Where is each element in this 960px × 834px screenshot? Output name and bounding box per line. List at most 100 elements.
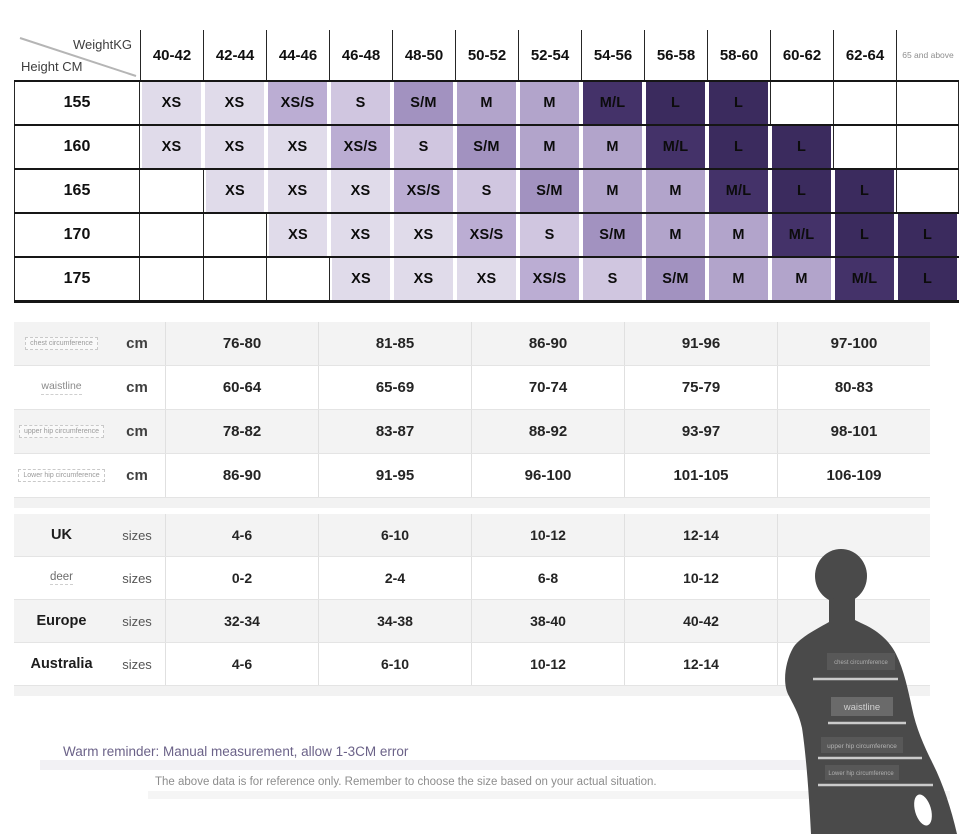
weight-header-cell: 54-56 — [581, 30, 644, 80]
size-cell: XS — [203, 170, 266, 212]
size-cell-value: S/M — [583, 214, 642, 256]
size-cell: M — [644, 170, 707, 212]
waist-label: waistline — [843, 702, 880, 713]
size-cell-value: XS/S — [394, 170, 453, 212]
region-label-text: Europe — [36, 613, 87, 629]
conversion-value — [777, 557, 930, 599]
size-matrix-body: 155 XS XS XS/S S S/M M M M/L L L 160 XS XS XS XS/S S S/M M… — [14, 82, 959, 303]
measurement-row: Lower hip circumference cm 86-90 91-95 96-10… — [14, 454, 930, 498]
matrix-row: 170 XS XS XS XS/S S S/M M M M/L L L — [14, 214, 959, 258]
region-label: UK — [14, 514, 109, 556]
measurement-label: waistline — [14, 366, 109, 409]
size-cell-value: L — [898, 214, 957, 256]
size-cell-value: M/L — [835, 258, 894, 300]
measurement-label: Lower hip circumference — [14, 454, 109, 497]
height-header-cell: 165 — [14, 170, 140, 212]
matrix-row: 165 XS XS XS XS/S S S/M M M M/L L L — [14, 170, 959, 214]
unit-label: cm — [126, 335, 148, 352]
measurement-value: 86-90 — [471, 322, 624, 365]
size-cell-value: XS — [205, 126, 264, 168]
matrix-corner-cell: WeightKG Height CM — [14, 30, 140, 80]
measurement-value: 70-74 — [471, 366, 624, 409]
matrix-header-row: WeightKG Height CM 40-42 42-44 44-46 46-48 4… — [14, 30, 959, 82]
size-cell-value: XS — [142, 82, 201, 124]
size-cell-value: S/M — [646, 258, 705, 300]
size-cell: M/L — [770, 214, 833, 256]
upper-hip-label: upper hip circumference — [827, 743, 897, 750]
size-cell — [896, 126, 959, 168]
size-cell: XS — [203, 126, 266, 168]
size-cell-value: M/L — [772, 214, 831, 256]
size-cell-value: M — [709, 258, 768, 300]
size-cell: XS/S — [392, 170, 455, 212]
size-cell-value: L — [835, 214, 894, 256]
size-cell: M — [581, 126, 644, 168]
size-cell: XS — [266, 170, 329, 212]
size-cell-value: L — [898, 258, 957, 300]
size-cell — [140, 258, 203, 300]
conversion-value: 12-14 — [624, 643, 777, 685]
size-cell: L — [896, 214, 959, 256]
size-cell-value: M — [520, 126, 579, 168]
size-cell: M/L — [707, 170, 770, 212]
disclaimer-text: The above data is for reference only. Re… — [155, 776, 657, 788]
weight-header-cell: 65 and above — [896, 30, 959, 80]
conversion-value: 40-42 — [624, 600, 777, 642]
upper-hip-label-box — [821, 737, 903, 753]
height-header-cell: 155 — [14, 82, 140, 124]
size-cell-value: S/M — [520, 170, 579, 212]
conversion-row: deer sizes 0-2 2-4 6-8 10-12 — [14, 557, 930, 600]
size-cell: L — [707, 126, 770, 168]
region-label-text: Australia — [30, 656, 93, 672]
size-cell-value: M — [583, 170, 642, 212]
size-cell: L — [770, 170, 833, 212]
size-cell — [896, 82, 959, 124]
measurement-value: 106-109 — [777, 454, 930, 497]
size-cell-value: M — [583, 126, 642, 168]
measurement-value: 86-90 — [165, 454, 318, 497]
sizes-unit-label: sizes — [122, 613, 152, 629]
height-header-cell: 170 — [14, 214, 140, 256]
size-conversion-table: UK sizes 4-6 6-10 10-12 12-14 deer sizes 0-2 2-4 6… — [14, 514, 930, 686]
measurement-row: waistline cm 60-64 65-69 70-74 75-79 80-83 — [14, 366, 930, 410]
size-cell: XS/S — [455, 214, 518, 256]
size-cell-value: M/L — [646, 126, 705, 168]
weight-header-cell: 58-60 — [707, 30, 770, 80]
size-cell: L — [644, 82, 707, 124]
conversion-value: 12-14 — [624, 514, 777, 556]
size-cell: M — [455, 82, 518, 124]
conversion-value: 6-8 — [471, 557, 624, 599]
weight-header-cell: 40-42 — [140, 30, 203, 80]
height-weight-size-table: WeightKG Height CM 40-42 42-44 44-46 46-48 4… — [14, 30, 959, 303]
size-cell: M/L — [644, 126, 707, 168]
conversion-value — [777, 514, 930, 556]
size-cell: XS — [392, 214, 455, 256]
size-cell-value: XS — [331, 170, 390, 212]
size-cell: S/M — [581, 214, 644, 256]
size-cell: S — [518, 214, 581, 256]
size-cell: M/L — [581, 82, 644, 124]
conversion-value: 10-12 — [471, 514, 624, 556]
size-cell-value: XS — [332, 258, 390, 300]
measurement-value: 96-100 — [471, 454, 624, 497]
size-cell-value: XS — [394, 258, 453, 300]
size-cell — [140, 214, 203, 256]
size-cell — [833, 82, 896, 124]
conversion-value: 6-10 — [318, 643, 471, 685]
region-label-text: deer — [49, 571, 74, 585]
conversion-value — [777, 600, 930, 642]
size-cell — [203, 214, 266, 256]
size-cell-value: M — [772, 258, 831, 300]
measurement-value: 88-92 — [471, 410, 624, 453]
lower-hip-label-box — [825, 765, 899, 780]
size-cell-value: L — [709, 126, 768, 168]
matrix-row: 175 XS XS XS XS/S S S/M M M M/L L — [14, 258, 959, 303]
size-cell: S/M — [644, 258, 707, 300]
weight-header-cell: 52-54 — [518, 30, 581, 80]
size-cell: M — [518, 82, 581, 124]
size-cell-value: M — [520, 82, 579, 124]
measurement-label-text: waistline — [41, 380, 82, 395]
measurement-value: 97-100 — [777, 322, 930, 365]
sizes-unit-label: sizes — [122, 656, 152, 672]
size-cell-value: M/L — [583, 82, 642, 124]
